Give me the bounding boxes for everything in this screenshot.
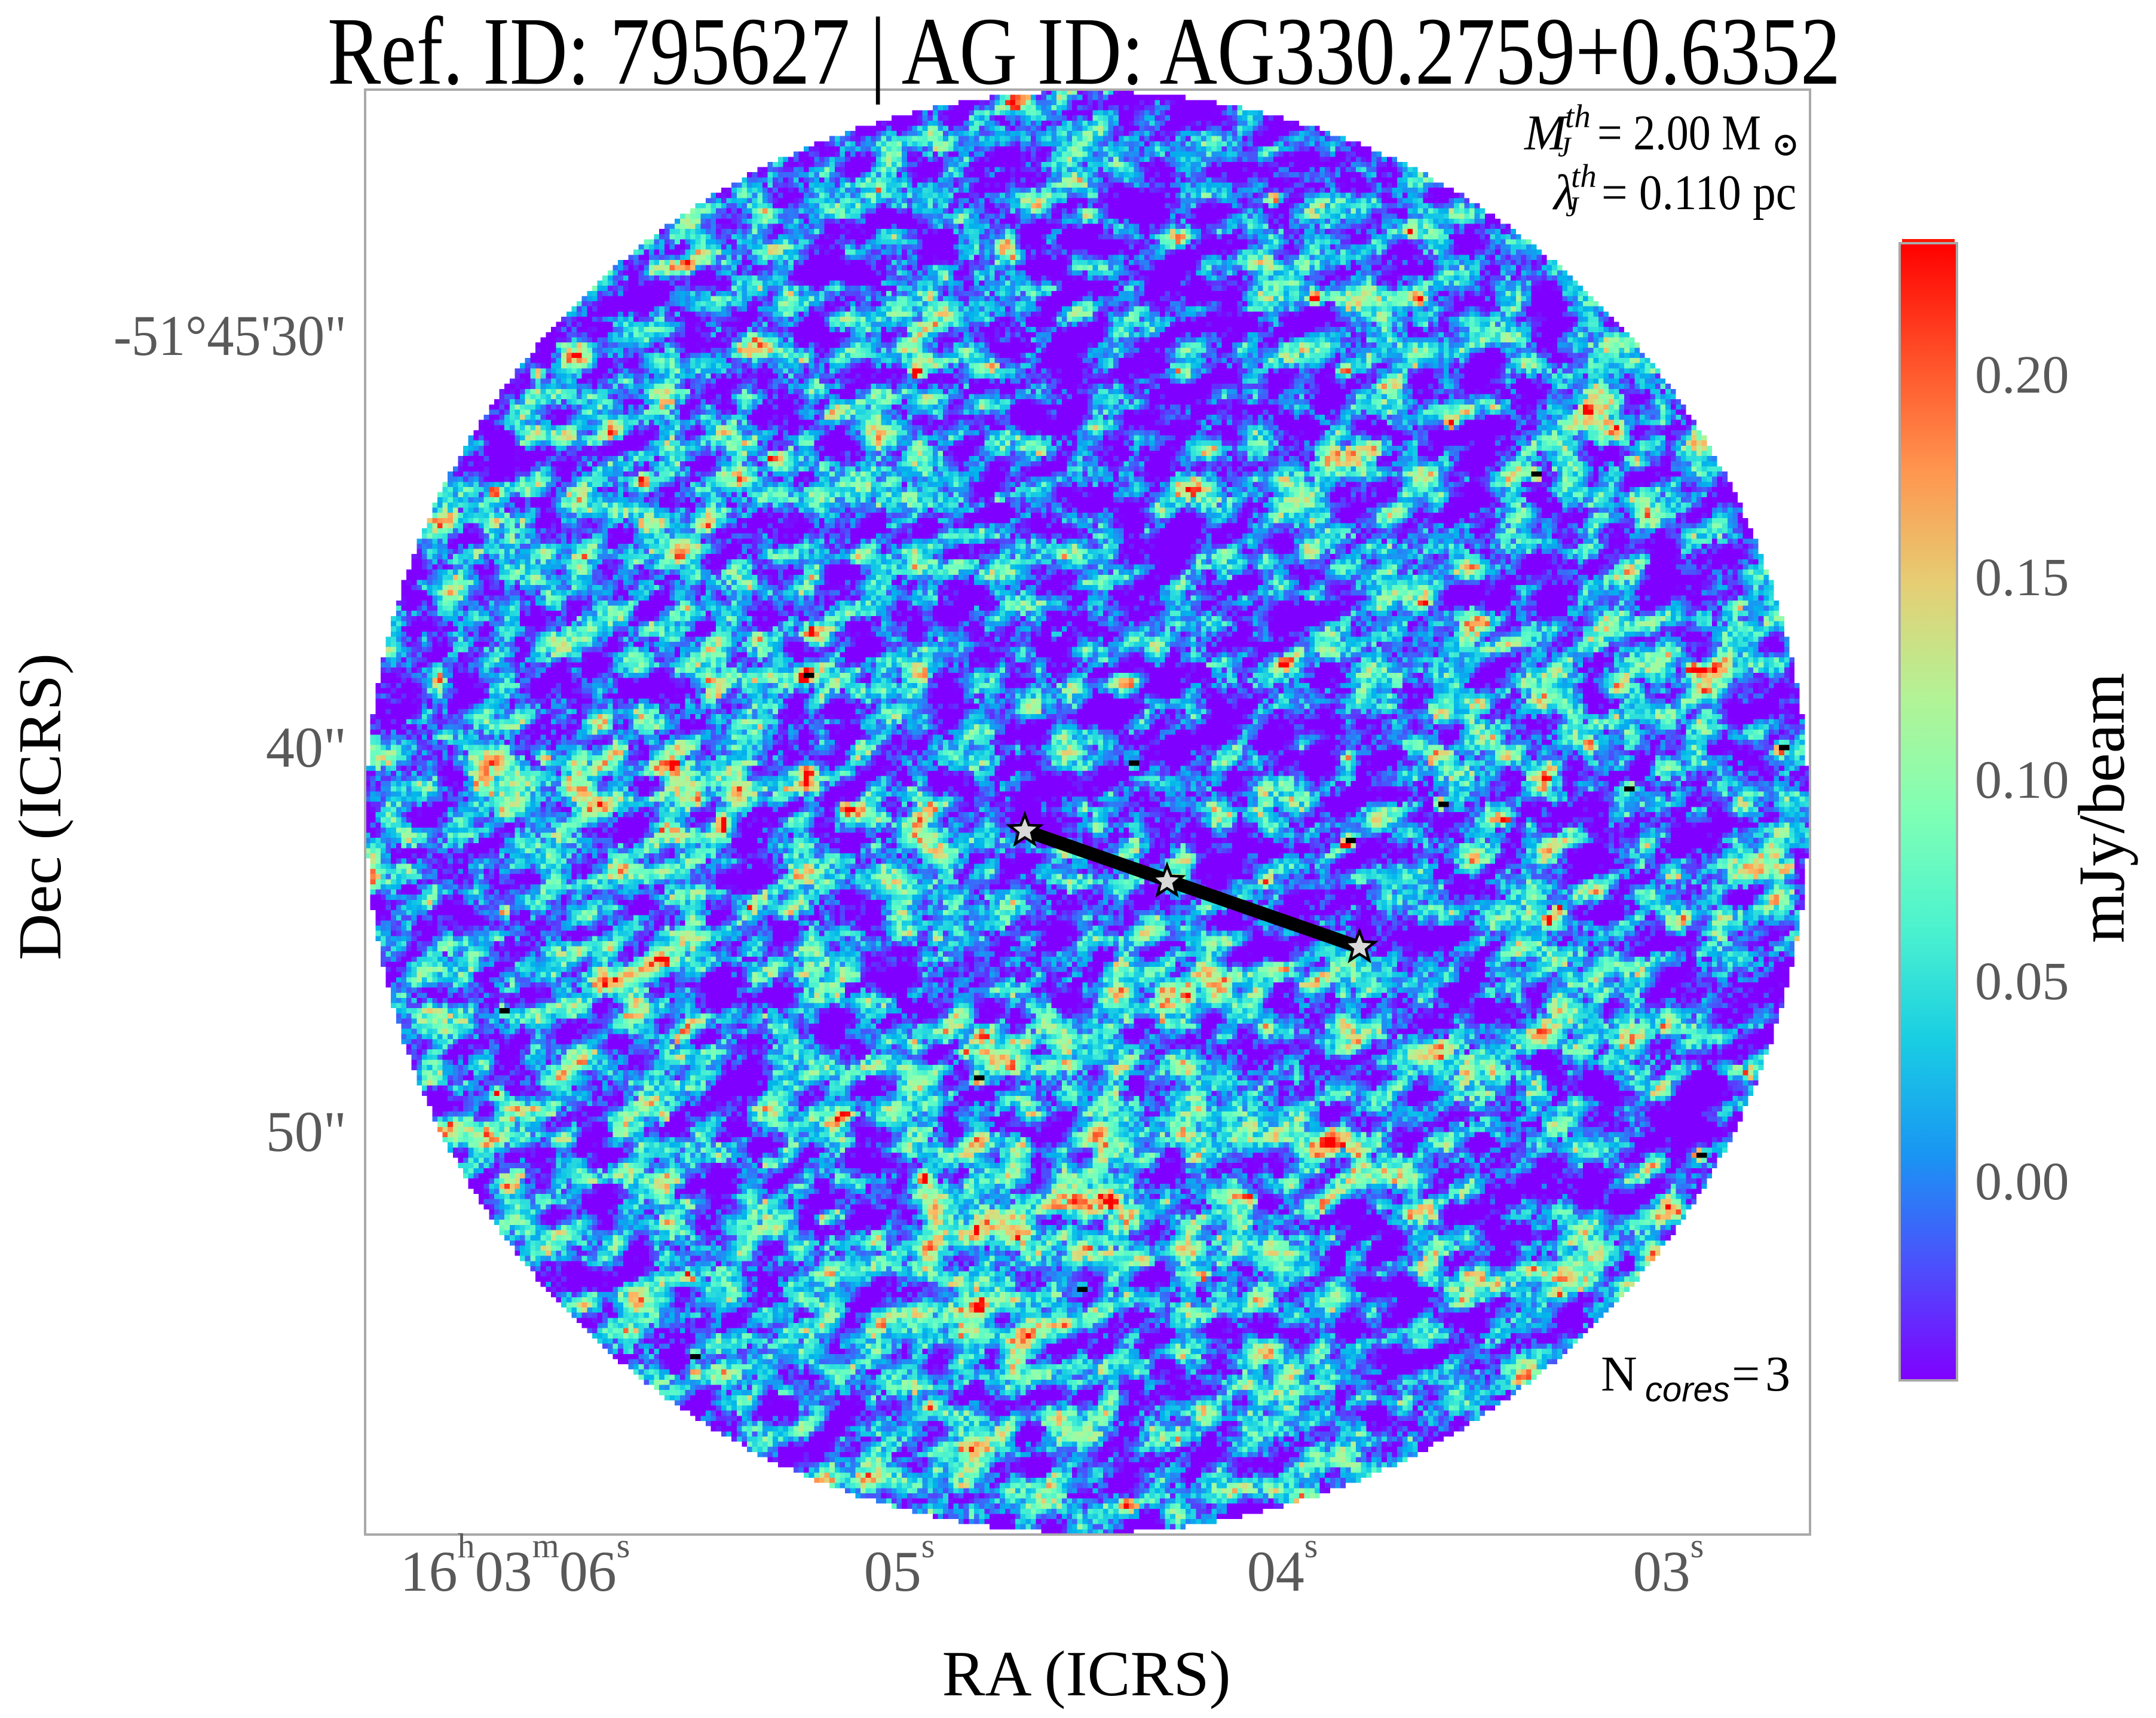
svg-text:cores: cores: [1645, 1370, 1730, 1409]
svg-text:th: th: [1565, 98, 1591, 134]
svg-text:03s: 03s: [1633, 1526, 1704, 1603]
svg-text:-51°45'30": -51°45'30": [114, 304, 347, 368]
svg-text:= 2.00 M: = 2.00 M: [1597, 105, 1761, 161]
svg-text:05s: 05s: [864, 1526, 935, 1603]
svg-text:40": 40": [266, 715, 347, 779]
svg-text:04s: 04s: [1247, 1526, 1318, 1603]
svg-text:0.20: 0.20: [1975, 345, 2069, 405]
svg-text:= 0.110 pc: = 0.110 pc: [1601, 165, 1796, 221]
svg-text:=: =: [1732, 1346, 1760, 1402]
svg-text:N: N: [1601, 1346, 1637, 1402]
svg-text:J: J: [1566, 191, 1580, 223]
svg-text:0.15: 0.15: [1975, 548, 2069, 607]
svg-text:RA (ICRS): RA (ICRS): [942, 1639, 1230, 1710]
svg-text:λ: λ: [1552, 165, 1575, 221]
svg-text:3: 3: [1765, 1346, 1790, 1402]
svg-text:Ref. ID: 795627 | AG ID: AG330: Ref. ID: 795627 | AG ID: AG330.2759+0.63…: [327, 0, 1840, 105]
svg-text:0.00: 0.00: [1975, 1152, 2069, 1211]
svg-text:th: th: [1571, 158, 1597, 194]
svg-text:M: M: [1524, 105, 1569, 161]
svg-text:50": 50": [266, 1100, 347, 1163]
svg-text:16h03m06s: 16h03m06s: [400, 1526, 630, 1603]
svg-text:J: J: [1558, 131, 1572, 163]
svg-text:Dec (ICRS): Dec (ICRS): [7, 653, 74, 960]
svg-text:mJy/beam: mJy/beam: [2065, 673, 2138, 943]
svg-text:0.05: 0.05: [1975, 952, 2069, 1011]
svg-text:0.10: 0.10: [1975, 751, 2069, 810]
